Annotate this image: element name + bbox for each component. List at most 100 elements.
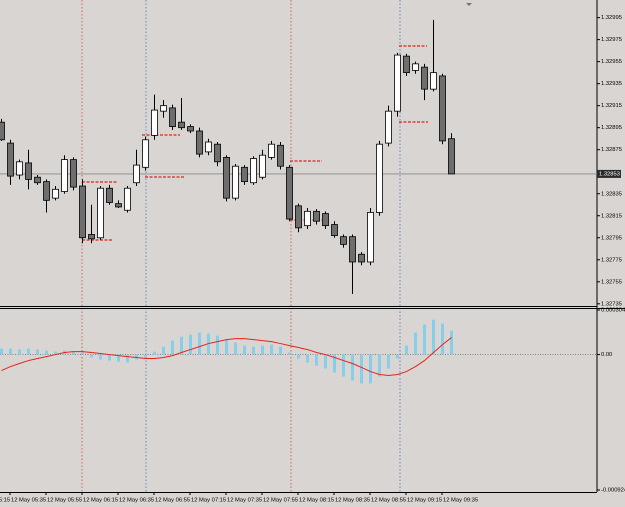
signal-line bbox=[1, 337, 452, 377]
candle bbox=[313, 209, 320, 225]
candle-body bbox=[0, 121, 5, 141]
candle bbox=[448, 133, 455, 175]
histogram-bar bbox=[396, 354, 399, 359]
candle bbox=[43, 179, 50, 213]
histogram-bar bbox=[423, 324, 426, 355]
candle bbox=[295, 203, 302, 233]
x-tick-label: 12 May 09:35 bbox=[443, 498, 478, 504]
candle-body bbox=[358, 253, 365, 263]
candle-body bbox=[295, 205, 302, 229]
candle bbox=[286, 165, 293, 222]
shift-marker bbox=[466, 3, 472, 6]
histogram-bar bbox=[162, 346, 165, 355]
candle bbox=[385, 105, 392, 147]
candle-body bbox=[187, 126, 194, 132]
y-tick-label: 1.32915 bbox=[601, 103, 622, 109]
histogram-bar bbox=[432, 319, 435, 355]
period-separators bbox=[81, 0, 401, 492]
histogram-bar bbox=[99, 354, 102, 360]
candle-body bbox=[70, 159, 77, 188]
candle-body bbox=[169, 107, 176, 127]
candle bbox=[322, 211, 329, 229]
histogram-bar bbox=[54, 351, 57, 355]
candle bbox=[241, 165, 248, 185]
histogram-bar bbox=[153, 351, 156, 355]
x-tick-label: 12 May 07:55 bbox=[263, 498, 298, 504]
candle-body bbox=[178, 121, 185, 129]
candle bbox=[232, 164, 239, 201]
candle bbox=[79, 179, 86, 244]
histogram-bar bbox=[378, 354, 381, 377]
candle-body bbox=[79, 185, 86, 239]
last-price-label: 1.32853 bbox=[599, 171, 620, 177]
level-markers bbox=[82, 45, 428, 241]
histogram-bar bbox=[144, 354, 147, 358]
histogram-bar bbox=[252, 346, 255, 355]
histogram-bar bbox=[270, 344, 273, 355]
y-tick-label: 1.32795 bbox=[601, 235, 622, 241]
candle bbox=[412, 61, 419, 74]
candle bbox=[16, 159, 23, 180]
histogram-bar bbox=[243, 345, 246, 355]
candle bbox=[25, 149, 32, 190]
candle bbox=[268, 140, 275, 160]
candle-body bbox=[16, 161, 23, 176]
y-tick-label: 1.32875 bbox=[601, 147, 622, 153]
histogram-bar bbox=[180, 336, 183, 355]
candle-body bbox=[61, 159, 68, 192]
y-tick-label: -0.000924 bbox=[601, 488, 625, 494]
histogram-bar bbox=[216, 335, 219, 355]
histogram-bar bbox=[117, 354, 120, 362]
candle-body bbox=[196, 130, 203, 155]
candle-body bbox=[430, 72, 437, 90]
candle-body bbox=[97, 187, 104, 239]
candle-body bbox=[313, 210, 320, 222]
histogram-bar bbox=[288, 352, 291, 355]
candle bbox=[169, 104, 176, 130]
histogram-bar bbox=[405, 345, 408, 355]
candle-body bbox=[133, 164, 140, 184]
candle bbox=[115, 200, 122, 209]
histogram-bar bbox=[279, 346, 282, 355]
candle-body bbox=[412, 63, 419, 71]
candle bbox=[160, 100, 167, 118]
candle bbox=[205, 138, 212, 156]
candle bbox=[70, 157, 77, 191]
candle-body bbox=[34, 176, 41, 184]
histogram-bar bbox=[126, 354, 129, 363]
candle bbox=[52, 186, 59, 201]
histogram-bar bbox=[414, 332, 417, 355]
y-tick-label: 1.32775 bbox=[601, 257, 622, 263]
candle bbox=[430, 19, 437, 92]
candle bbox=[304, 208, 311, 229]
y-tick-label: 0.00 bbox=[601, 352, 612, 358]
candle bbox=[178, 97, 185, 130]
candle-body bbox=[205, 141, 212, 153]
y-tick-label: 0.000304 bbox=[601, 308, 625, 314]
histogram-bar bbox=[36, 349, 39, 355]
histogram-bar bbox=[225, 339, 228, 355]
histogram-bar bbox=[108, 354, 111, 361]
histogram-bar bbox=[45, 350, 48, 355]
x-tick-label: 12 May 05:55 bbox=[47, 498, 82, 504]
candle-body bbox=[214, 143, 221, 163]
histogram-bar bbox=[342, 354, 345, 377]
histogram-bar bbox=[27, 348, 30, 355]
x-tick-label: 12 May 06:15 bbox=[83, 498, 118, 504]
histogram-bar bbox=[333, 354, 336, 373]
histogram-bar bbox=[369, 354, 372, 384]
candle bbox=[358, 252, 365, 266]
candle bbox=[133, 149, 140, 187]
candle bbox=[196, 127, 203, 158]
candle-body bbox=[124, 187, 131, 211]
histogram-bar bbox=[297, 354, 300, 359]
histogram-bar bbox=[324, 354, 327, 369]
candle bbox=[223, 155, 230, 202]
candle-body bbox=[88, 234, 95, 240]
histogram-bar bbox=[189, 334, 192, 355]
candle-body bbox=[421, 66, 428, 90]
candle-body bbox=[43, 181, 50, 201]
candle-body bbox=[268, 143, 275, 158]
x-tick-label: 12 May 06:55 bbox=[155, 498, 190, 504]
y-tick-label: 1.32735 bbox=[601, 301, 622, 307]
